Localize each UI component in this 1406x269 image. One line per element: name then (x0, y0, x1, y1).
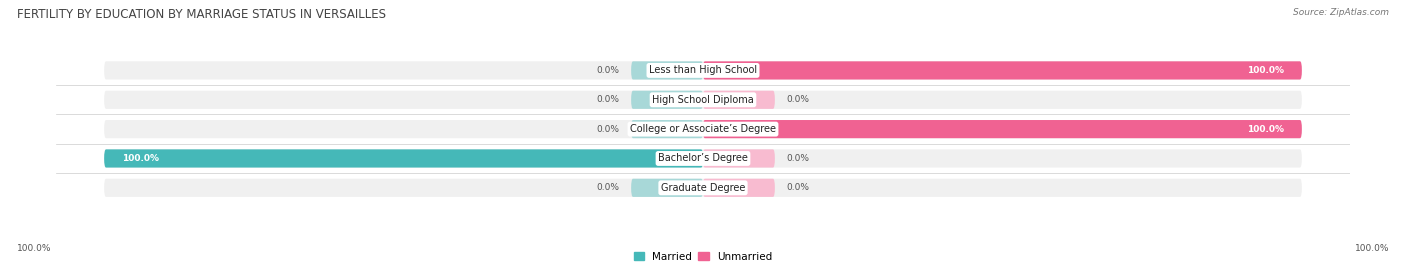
Text: 0.0%: 0.0% (596, 66, 619, 75)
FancyBboxPatch shape (703, 149, 775, 168)
FancyBboxPatch shape (703, 91, 775, 109)
FancyBboxPatch shape (104, 149, 1302, 168)
Text: 0.0%: 0.0% (787, 154, 810, 163)
FancyBboxPatch shape (104, 120, 1302, 138)
Text: 0.0%: 0.0% (596, 95, 619, 104)
FancyBboxPatch shape (703, 179, 775, 197)
Text: High School Diploma: High School Diploma (652, 95, 754, 105)
Text: 0.0%: 0.0% (596, 183, 619, 192)
Text: 100.0%: 100.0% (122, 154, 159, 163)
Text: 0.0%: 0.0% (596, 125, 619, 134)
Text: Less than High School: Less than High School (650, 65, 756, 75)
Text: FERTILITY BY EDUCATION BY MARRIAGE STATUS IN VERSAILLES: FERTILITY BY EDUCATION BY MARRIAGE STATU… (17, 8, 385, 21)
Text: 100.0%: 100.0% (1247, 66, 1284, 75)
FancyBboxPatch shape (104, 91, 1302, 109)
FancyBboxPatch shape (703, 61, 1302, 80)
FancyBboxPatch shape (104, 149, 703, 168)
Text: Bachelor’s Degree: Bachelor’s Degree (658, 154, 748, 164)
Text: 100.0%: 100.0% (1354, 244, 1389, 253)
FancyBboxPatch shape (703, 120, 1302, 138)
FancyBboxPatch shape (631, 179, 703, 197)
Text: College or Associate’s Degree: College or Associate’s Degree (630, 124, 776, 134)
Text: 0.0%: 0.0% (787, 95, 810, 104)
FancyBboxPatch shape (631, 120, 703, 138)
Text: Graduate Degree: Graduate Degree (661, 183, 745, 193)
Text: 0.0%: 0.0% (787, 183, 810, 192)
FancyBboxPatch shape (104, 179, 1302, 197)
FancyBboxPatch shape (631, 91, 703, 109)
Text: 100.0%: 100.0% (17, 244, 52, 253)
FancyBboxPatch shape (104, 61, 1302, 80)
Text: Source: ZipAtlas.com: Source: ZipAtlas.com (1294, 8, 1389, 17)
Legend: Married, Unmarried: Married, Unmarried (630, 247, 776, 266)
Text: 100.0%: 100.0% (1247, 125, 1284, 134)
FancyBboxPatch shape (631, 61, 703, 80)
